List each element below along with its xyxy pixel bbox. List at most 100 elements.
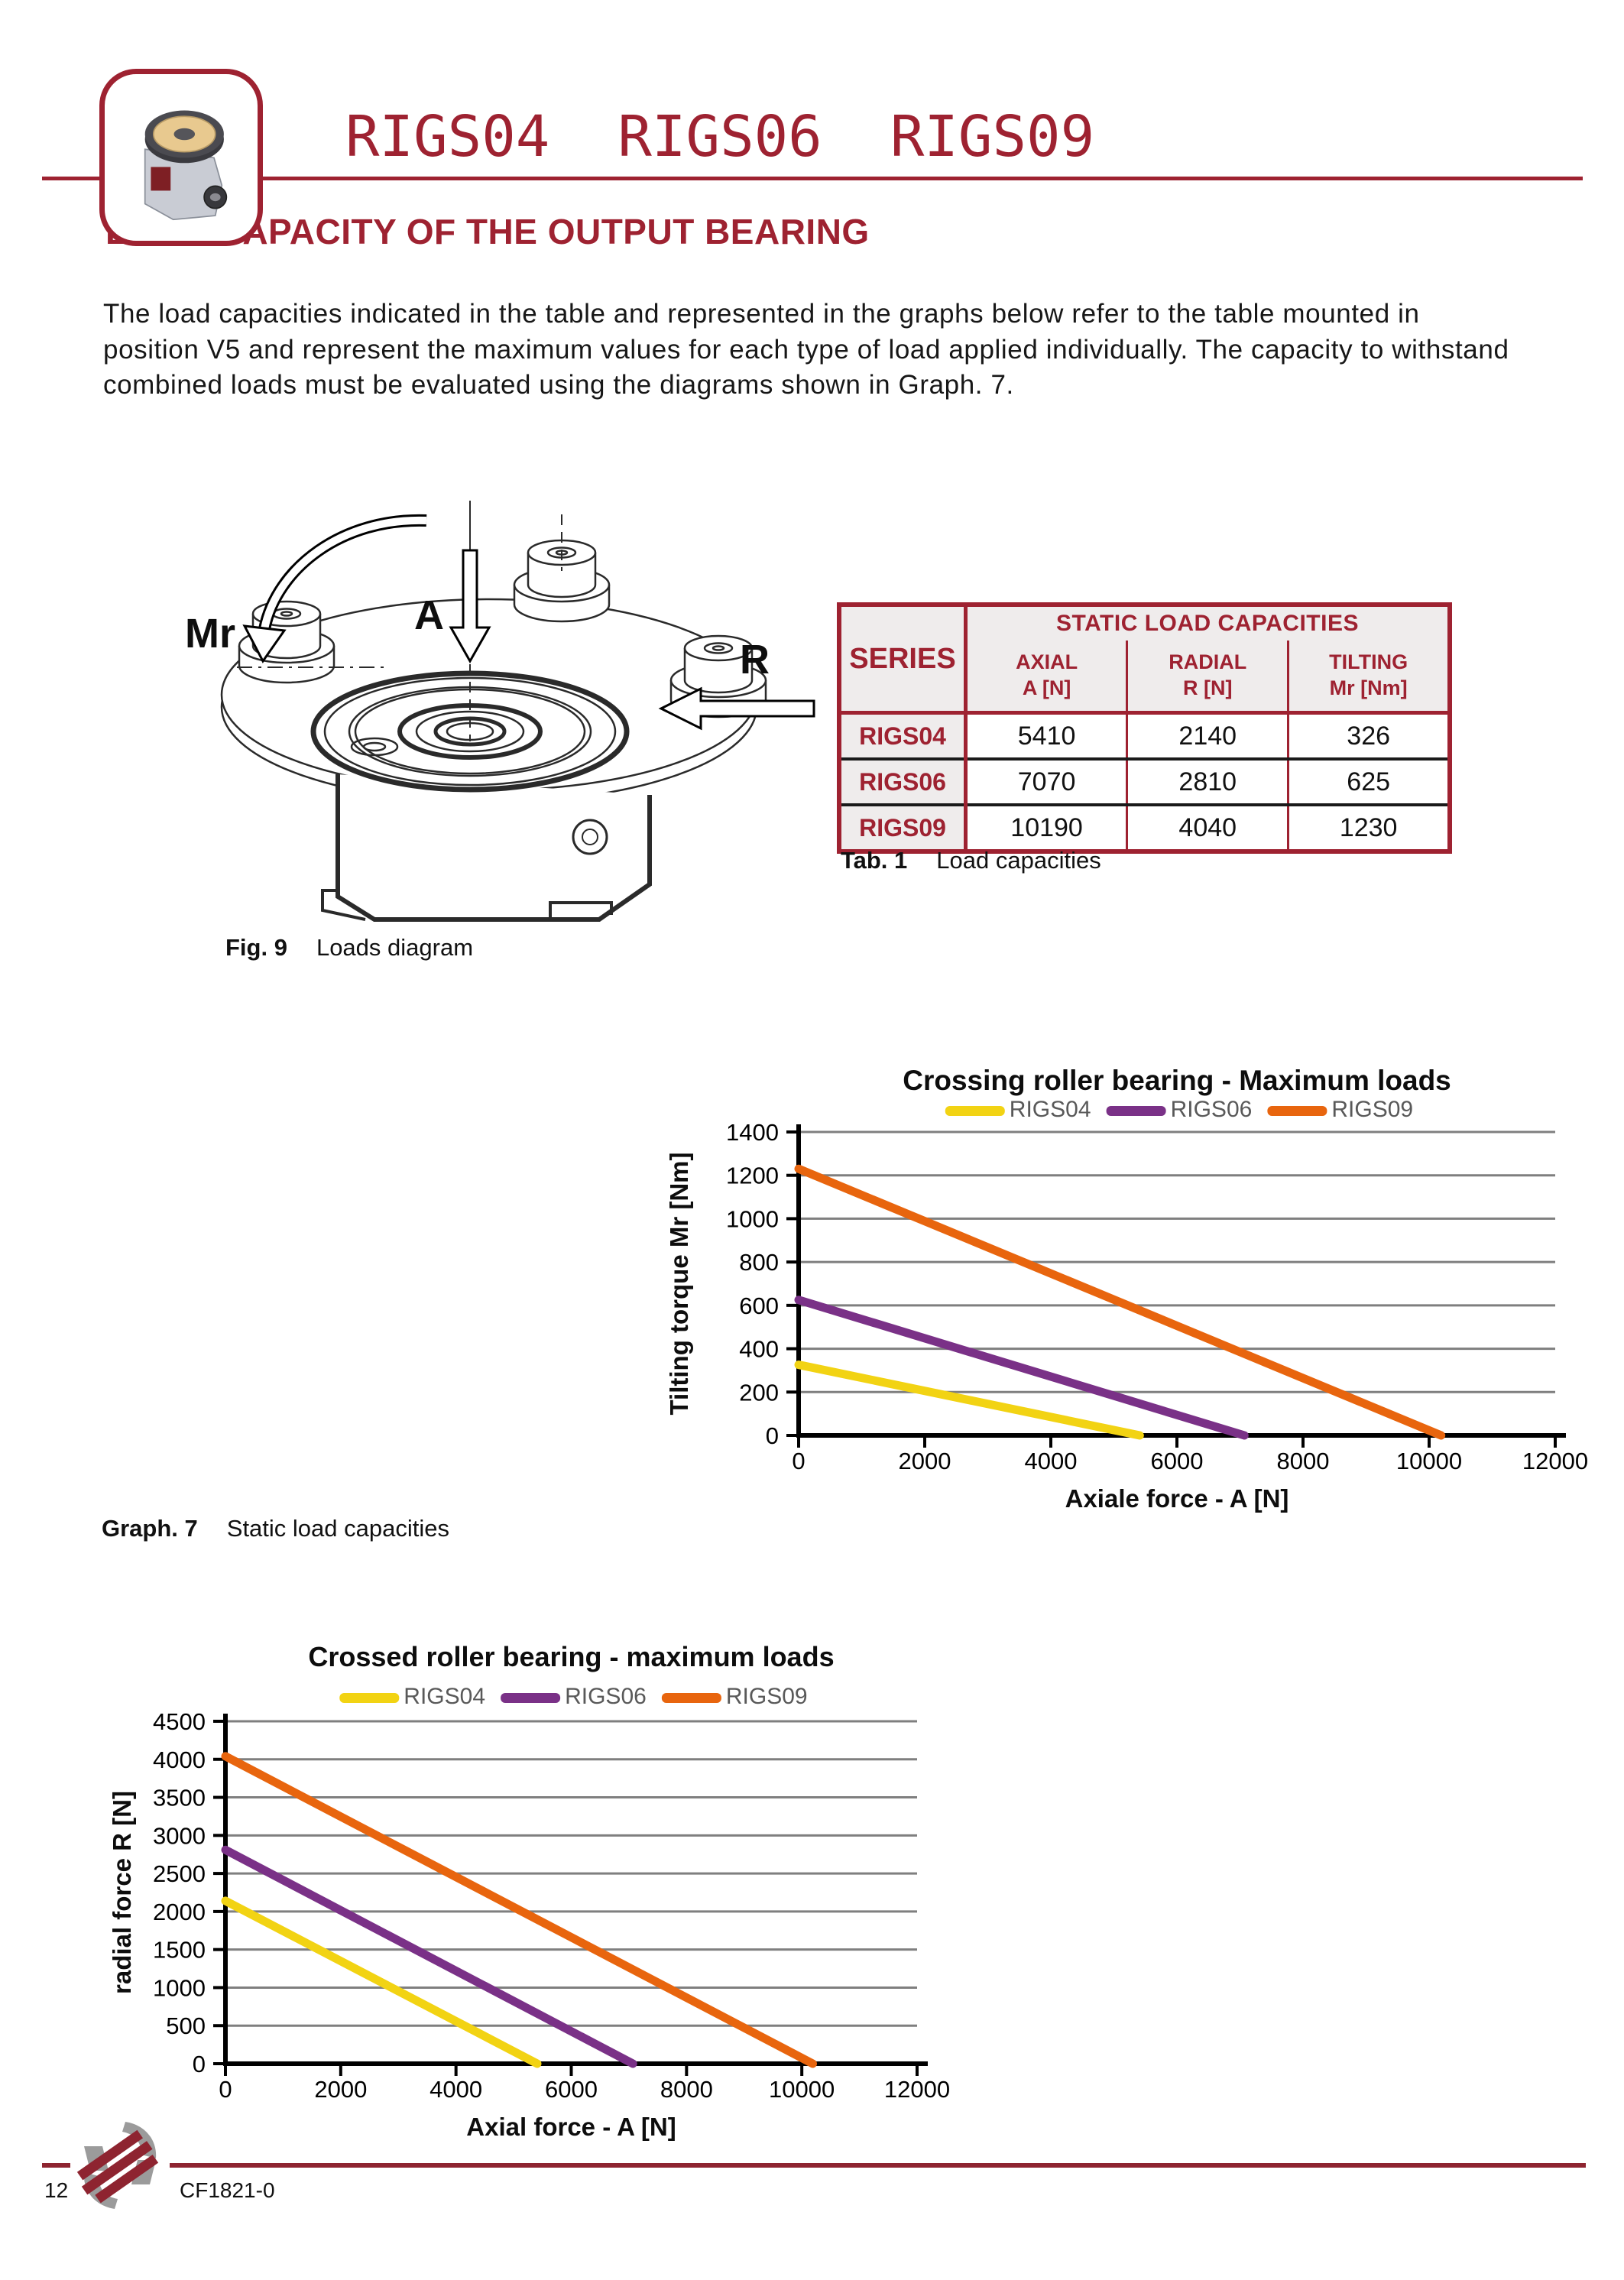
y-tick-label: 1000 [153, 1974, 206, 2001]
graph-caption-label: Graph. 7 [102, 1515, 198, 1542]
y-tick-label: 200 [739, 1379, 779, 1406]
document-code: CF1821-0 [180, 2178, 275, 2202]
legend-swatch-RIGS06 [1106, 1106, 1166, 1116]
chart-crossing-roller-bearing: 0 200 400 600 800 1000 1200 1400 0 2000 4000 6000 80… [665, 1065, 1588, 1513]
col-header-line: A [N] [1022, 676, 1071, 699]
product-logo-box [99, 69, 263, 246]
figure-caption-label: Fig. 9 [225, 934, 287, 961]
y-tick-label: 600 [739, 1292, 779, 1319]
tilting-value: 625 [1287, 757, 1450, 805]
x-tick-label: 10000 [769, 2076, 835, 2103]
axial-value: 5410 [1017, 721, 1076, 751]
axial-value: 10190 [965, 803, 1127, 851]
tilting-value: 1230 [1287, 803, 1450, 851]
table-col-header-tilting: TILTING Mr [Nm] [1287, 641, 1450, 715]
axial-value: 7070 [965, 757, 1127, 805]
y-tick-label: 0 [193, 2051, 206, 2077]
col-header-line: AXIAL [1016, 650, 1078, 674]
series-cell: RIGS09 [839, 803, 968, 851]
table-col-header-radial: RADIAL R [N] [1126, 641, 1289, 715]
x-tick-label: 12000 [1522, 1448, 1588, 1474]
y-tick-label: 4000 [153, 1746, 206, 1773]
figure-caption: Fig. 9 Loads diagram [225, 934, 473, 962]
x-tick-label: 4000 [1025, 1448, 1078, 1474]
legend-swatch-RIGS04 [945, 1106, 1005, 1116]
x-tick-label: 8000 [660, 2076, 713, 2103]
figure-label-r: R [740, 637, 770, 683]
table-row: RIGS09 10190 4040 1230 [839, 803, 1450, 851]
static-load-capacities-table: SERIES STATIC LOAD CAPACITIES AXIAL A [N… [837, 602, 1452, 854]
y-tick-label: 4500 [153, 1708, 206, 1735]
table-row: RIGS06 7070 2810 625 [839, 757, 1450, 805]
x-tick-label: 4000 [430, 2076, 482, 2103]
legend-swatch-RIGS06 [501, 1693, 561, 1703]
graph-caption-text: Static load capacities [226, 1515, 449, 1542]
radial-value: 2810 [1126, 757, 1289, 805]
col-header-line: R [N] [1182, 676, 1233, 699]
company-logo-icon [70, 2119, 170, 2212]
x-tick-label: 10000 [1396, 1448, 1462, 1474]
x-axis-label: Axial force - A [N] [466, 2113, 676, 2141]
y-axis-label: radial force R [N] [108, 1791, 136, 1994]
series-line-RIGS09 [221, 1752, 817, 2068]
footer-rule [42, 2163, 1586, 2168]
legend-item-RIGS09: RIGS09 [1331, 1097, 1413, 1122]
col-header-line: Mr [Nm] [1329, 676, 1408, 699]
legend-item-RIGS06: RIGS06 [565, 1684, 647, 1709]
y-tick-label: 0 [766, 1422, 779, 1449]
series-line-RIGS09 [794, 1164, 1446, 1440]
x-tick-label: 12000 [884, 2076, 950, 2103]
table-col-header-axial: AXIAL A [N] [965, 641, 1127, 715]
y-tick-label: 400 [739, 1336, 779, 1363]
legend-item-RIGS09: RIGS09 [726, 1684, 808, 1709]
page-number: 12 [44, 2178, 69, 2202]
table-row: RIGS04 5410 2140 326 [839, 712, 1450, 759]
series-line-RIGS06 [221, 1845, 637, 2068]
figure-caption-text: Loads diagram [316, 934, 474, 961]
radial-value: 4040 [1126, 803, 1289, 851]
chart-title: Crossing roller bearing - Maximum loads [903, 1065, 1451, 1096]
x-tick-label: 2000 [314, 2076, 367, 2103]
legend-swatch-RIGS09 [661, 1693, 721, 1703]
y-tick-label: 3500 [153, 1785, 206, 1811]
y-tick-label: 500 [166, 2012, 206, 2039]
y-tick-label: 2500 [153, 1860, 206, 1887]
loads-diagram-figure: Mr A R [185, 501, 815, 922]
product-photo-icon [144, 110, 228, 221]
table-caption: Tab. 1 Load capacities [841, 847, 1101, 874]
x-tick-label: 0 [792, 1448, 805, 1474]
tilting-value: 326 [1287, 712, 1450, 759]
legend-item-RIGS06: RIGS06 [1171, 1097, 1253, 1122]
series-line-RIGS06 [794, 1296, 1249, 1440]
table-caption-label: Tab. 1 [841, 847, 908, 874]
y-tick-label: 1400 [726, 1119, 779, 1146]
y-tick-label: 800 [739, 1249, 779, 1276]
y-tick-label: 1500 [153, 1937, 206, 1964]
figure-label-mr: Mr [185, 611, 235, 657]
series-line-RIGS04 [221, 1896, 542, 2068]
col-header-line: RADIAL [1169, 650, 1247, 674]
legend-item-RIGS04: RIGS04 [1010, 1097, 1091, 1122]
figure-label-a: A [414, 592, 444, 638]
table-corner-header: SERIES [839, 605, 968, 715]
legend-swatch-RIGS09 [1267, 1106, 1327, 1116]
x-tick-label: 0 [219, 2076, 232, 2103]
y-tick-label: 2000 [153, 1899, 206, 1925]
legend-item-RIGS04: RIGS04 [404, 1684, 485, 1709]
page-title: RIGS04 RIGS06 RIGS09 [345, 104, 1095, 170]
y-tick-label: 1000 [726, 1205, 779, 1232]
radial-value: 2140 [1126, 712, 1289, 759]
table-group-header: STATIC LOAD CAPACITIES [965, 605, 1450, 641]
chart-title: Crossed roller bearing - maximum loads [308, 1641, 834, 1672]
legend-swatch-RIGS04 [339, 1693, 400, 1703]
y-axis-label: Tilting torque Mr [Nm] [665, 1152, 693, 1415]
series-cell: RIGS06 [839, 757, 968, 805]
x-tick-label: 6000 [1151, 1448, 1204, 1474]
x-tick-label: 8000 [1277, 1448, 1330, 1474]
graph-caption: Graph. 7 Static load capacities [102, 1515, 449, 1542]
intro-paragraph: The load capacities indicated in the tab… [103, 299, 1509, 401]
header-rule [42, 177, 1583, 180]
series-cell: RIGS04 [839, 712, 968, 759]
chart-crossed-roller-bearing: 0 500 1000 1500 2000 2500 3000 3500 4000 4500 0 200… [108, 1641, 950, 2141]
